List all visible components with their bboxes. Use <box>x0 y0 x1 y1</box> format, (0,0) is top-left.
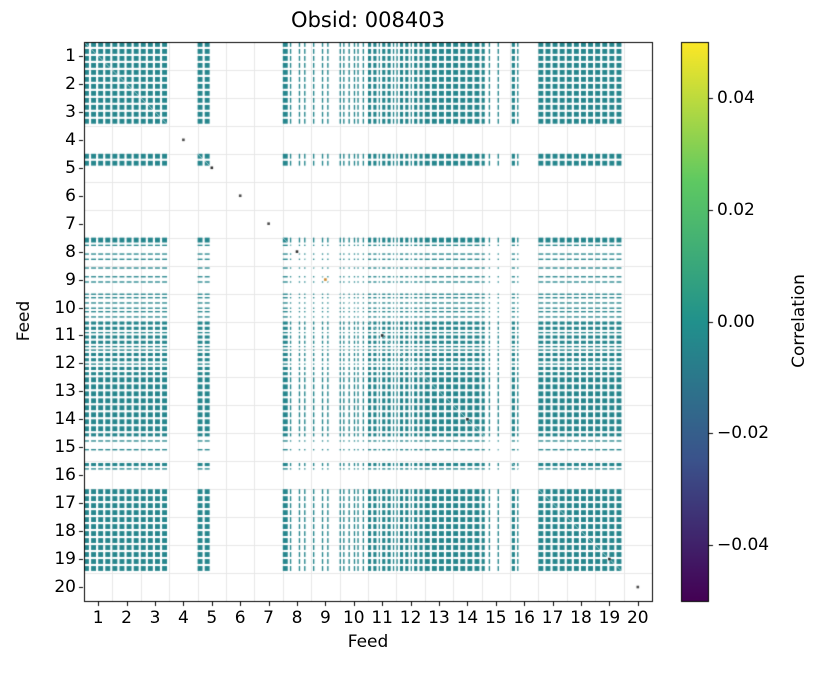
plot-title: Obsid: 008403 <box>291 8 445 32</box>
y-axis-label: Feed <box>14 300 34 342</box>
x-axis-label: Feed <box>347 632 389 652</box>
colorbar-label: Correlation <box>789 274 809 368</box>
